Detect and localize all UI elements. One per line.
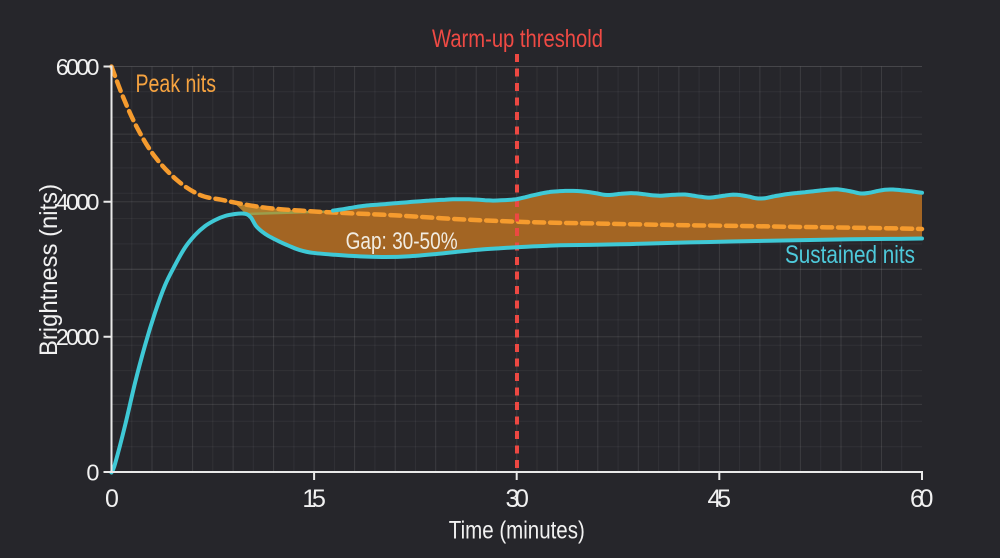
svg-text:4000: 4000: [56, 189, 100, 215]
svg-text:6000: 6000: [56, 54, 100, 80]
svg-text:Time (minutes): Time (minutes): [449, 517, 585, 545]
svg-text:45: 45: [708, 485, 732, 513]
svg-text:Sustained nits: Sustained nits: [785, 241, 915, 269]
svg-text:Gap: 30-50%: Gap: 30-50%: [346, 228, 458, 255]
svg-text:0: 0: [86, 459, 99, 485]
svg-text:60: 60: [910, 485, 934, 513]
svg-text:Peak nits: Peak nits: [136, 70, 217, 98]
svg-text:Brightness (nits): Brightness (nits): [35, 184, 63, 356]
svg-text:30: 30: [505, 485, 529, 513]
svg-text:15: 15: [302, 485, 326, 513]
svg-text:0: 0: [105, 485, 119, 513]
svg-text:Warm-up threshold: Warm-up threshold: [432, 25, 603, 53]
svg-text:2000: 2000: [56, 324, 100, 350]
